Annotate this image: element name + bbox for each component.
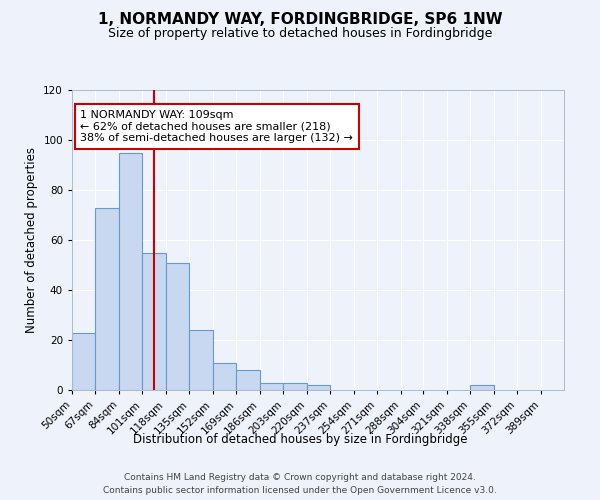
Text: Size of property relative to detached houses in Fordingbridge: Size of property relative to detached ho… [108, 28, 492, 40]
Bar [190, 330, 213, 390]
Text: 1, NORMANDY WAY, FORDINGBRIDGE, SP6 1NW: 1, NORMANDY WAY, FORDINGBRIDGE, SP6 1NW [98, 12, 502, 28]
Bar [236, 370, 260, 390]
Text: Contains HM Land Registry data © Crown copyright and database right 2024.: Contains HM Land Registry data © Crown c… [124, 472, 476, 482]
Bar [470, 385, 494, 390]
Y-axis label: Number of detached properties: Number of detached properties [25, 147, 38, 333]
Text: 1 NORMANDY WAY: 109sqm
← 62% of detached houses are smaller (218)
38% of semi-de: 1 NORMANDY WAY: 109sqm ← 62% of detached… [80, 110, 353, 143]
Bar [119, 152, 142, 390]
Bar [142, 252, 166, 390]
Bar [95, 208, 119, 390]
Bar [260, 382, 283, 390]
Bar [166, 262, 190, 390]
Text: Distribution of detached houses by size in Fordingbridge: Distribution of detached houses by size … [133, 432, 467, 446]
Bar [72, 332, 95, 390]
Text: Contains public sector information licensed under the Open Government Licence v3: Contains public sector information licen… [103, 486, 497, 495]
Bar [283, 382, 307, 390]
Bar [213, 362, 236, 390]
Bar [307, 385, 331, 390]
